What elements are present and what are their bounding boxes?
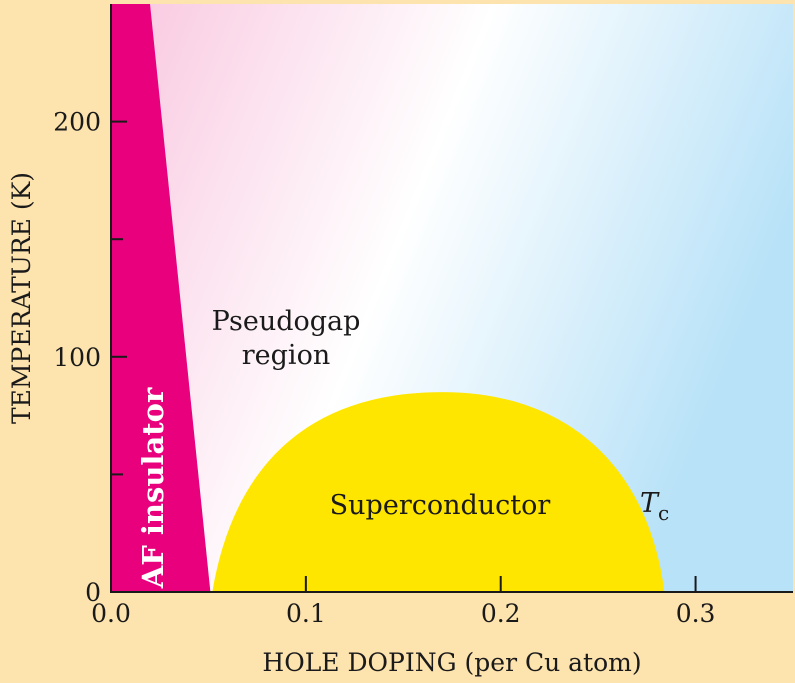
superconductor-dome xyxy=(212,392,665,592)
tc-label: Tc xyxy=(640,488,669,525)
x-axis-title: HOLE DOPING (per Cu atom) xyxy=(262,648,641,677)
y-axis-title: TEMPERATURE (K) xyxy=(7,172,36,424)
axes xyxy=(110,4,793,593)
superconductor-label: Superconductor xyxy=(330,490,551,521)
pseudogap-label-line1: Pseudogap xyxy=(212,306,361,337)
x-tick-label: 0.2 xyxy=(481,599,521,628)
x-tick-label: 0.3 xyxy=(676,599,716,628)
pseudogap-label-line2: region xyxy=(242,340,330,371)
tc-label-main: T xyxy=(640,488,660,519)
ticks: 0.0 0.1 0.2 0.3 0 100 200 xyxy=(53,108,715,628)
y-tick-label: 100 xyxy=(53,343,101,372)
y-tick-label: 200 xyxy=(53,108,101,137)
x-tick-label: 0.0 xyxy=(91,599,131,628)
tc-label-subscript: c xyxy=(658,501,669,525)
x-tick-label: 0.1 xyxy=(286,599,326,628)
af-insulator-label: AF insulator xyxy=(136,387,170,589)
af-insulator-region xyxy=(111,4,211,592)
y-tick-label: 0 xyxy=(85,578,101,607)
